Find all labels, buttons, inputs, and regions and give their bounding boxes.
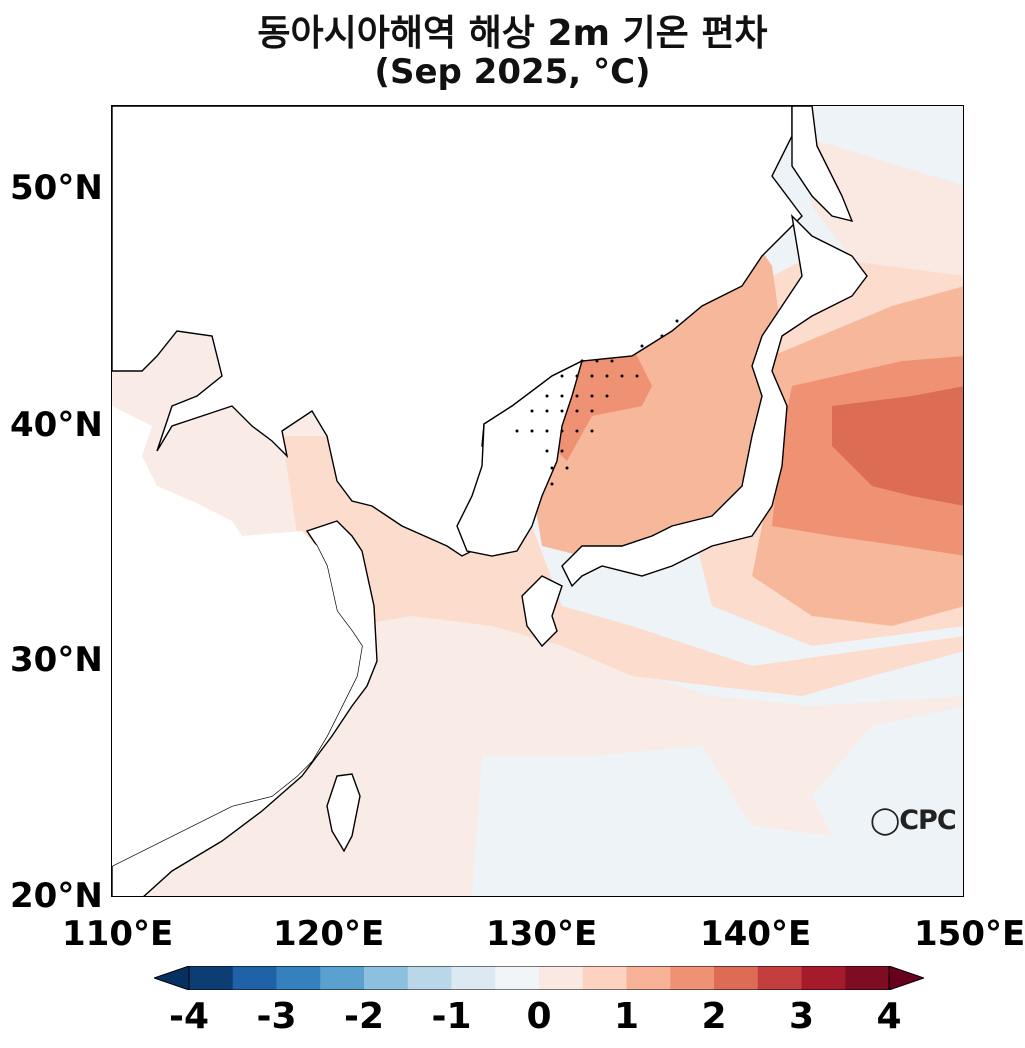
field-northeast-light xyxy=(802,136,963,286)
colorbar-bin xyxy=(845,966,890,990)
land-china-interior xyxy=(112,526,362,866)
map-panel xyxy=(111,105,964,897)
lon-label-110: 110°E xyxy=(62,914,174,954)
lat-label-20: 20°N xyxy=(10,876,103,916)
anomaly-map xyxy=(112,106,963,896)
lon-label-140: 140°E xyxy=(700,914,812,954)
cpc-logo: ◯CPC xyxy=(870,805,957,836)
colorbar-bin xyxy=(757,966,802,990)
colorbar-bin xyxy=(407,966,452,990)
land-north-china xyxy=(112,106,803,557)
colorbar-bin xyxy=(189,966,234,990)
colorbar-under-arrow xyxy=(154,966,190,990)
colorbar-bin xyxy=(495,966,540,990)
colorbar-bin xyxy=(670,966,715,990)
colorbar-tick-label: 2 xyxy=(701,996,727,1037)
colorbar-over-arrow xyxy=(888,966,924,990)
colorbar xyxy=(154,966,924,990)
colorbar-bin xyxy=(626,966,671,990)
colorbar-border xyxy=(188,966,890,990)
colorbar-bin xyxy=(451,966,496,990)
lat-label-40: 40°N xyxy=(10,405,103,445)
land-china-interior-north xyxy=(112,406,242,536)
colorbar-tick-label: -2 xyxy=(344,996,384,1037)
map-title: 동아시아해역 해상 2m 기온 편차 xyxy=(257,13,768,54)
colorbar-tick-label: 3 xyxy=(788,996,815,1037)
colorbar-tick-label: 1 xyxy=(613,996,640,1037)
colorbar-bin xyxy=(714,966,759,990)
colorbar-tick-label: -1 xyxy=(431,996,472,1037)
land-taiwan xyxy=(326,773,361,853)
colorbar-tick-label: 0 xyxy=(526,996,552,1037)
colorbar-tick-label: 4 xyxy=(876,996,902,1037)
colorbar-bin xyxy=(276,966,321,990)
colorbar-bin xyxy=(582,966,627,990)
land-japan-honshu-hokkaido xyxy=(561,213,868,588)
lat-label-50: 50°N xyxy=(10,168,103,208)
colorbar-bin xyxy=(232,966,277,990)
colorbar-bin xyxy=(801,966,846,990)
land-sakhalin xyxy=(791,106,854,223)
colorbar-bin xyxy=(320,966,365,990)
colorbar-bin xyxy=(539,966,584,990)
lon-label-130: 130°E xyxy=(486,914,598,954)
colorbar-tick-label: -3 xyxy=(256,996,297,1037)
significance-dots xyxy=(515,319,679,486)
colorbar-bin xyxy=(364,966,409,990)
land-japan-kyushu xyxy=(521,575,563,648)
field-2-to-2.5-pacific xyxy=(832,386,963,506)
land-korea xyxy=(456,359,584,557)
colorbar-tick-label: -4 xyxy=(169,996,209,1037)
map-subtitle: (Sep 2025, °C) xyxy=(374,52,651,92)
lon-label-120: 120°E xyxy=(273,914,385,954)
cpc-logo-icon: ◯ xyxy=(870,805,900,836)
lon-label-150: 150°E xyxy=(914,914,1025,954)
lat-label-30: 30°N xyxy=(10,640,103,680)
